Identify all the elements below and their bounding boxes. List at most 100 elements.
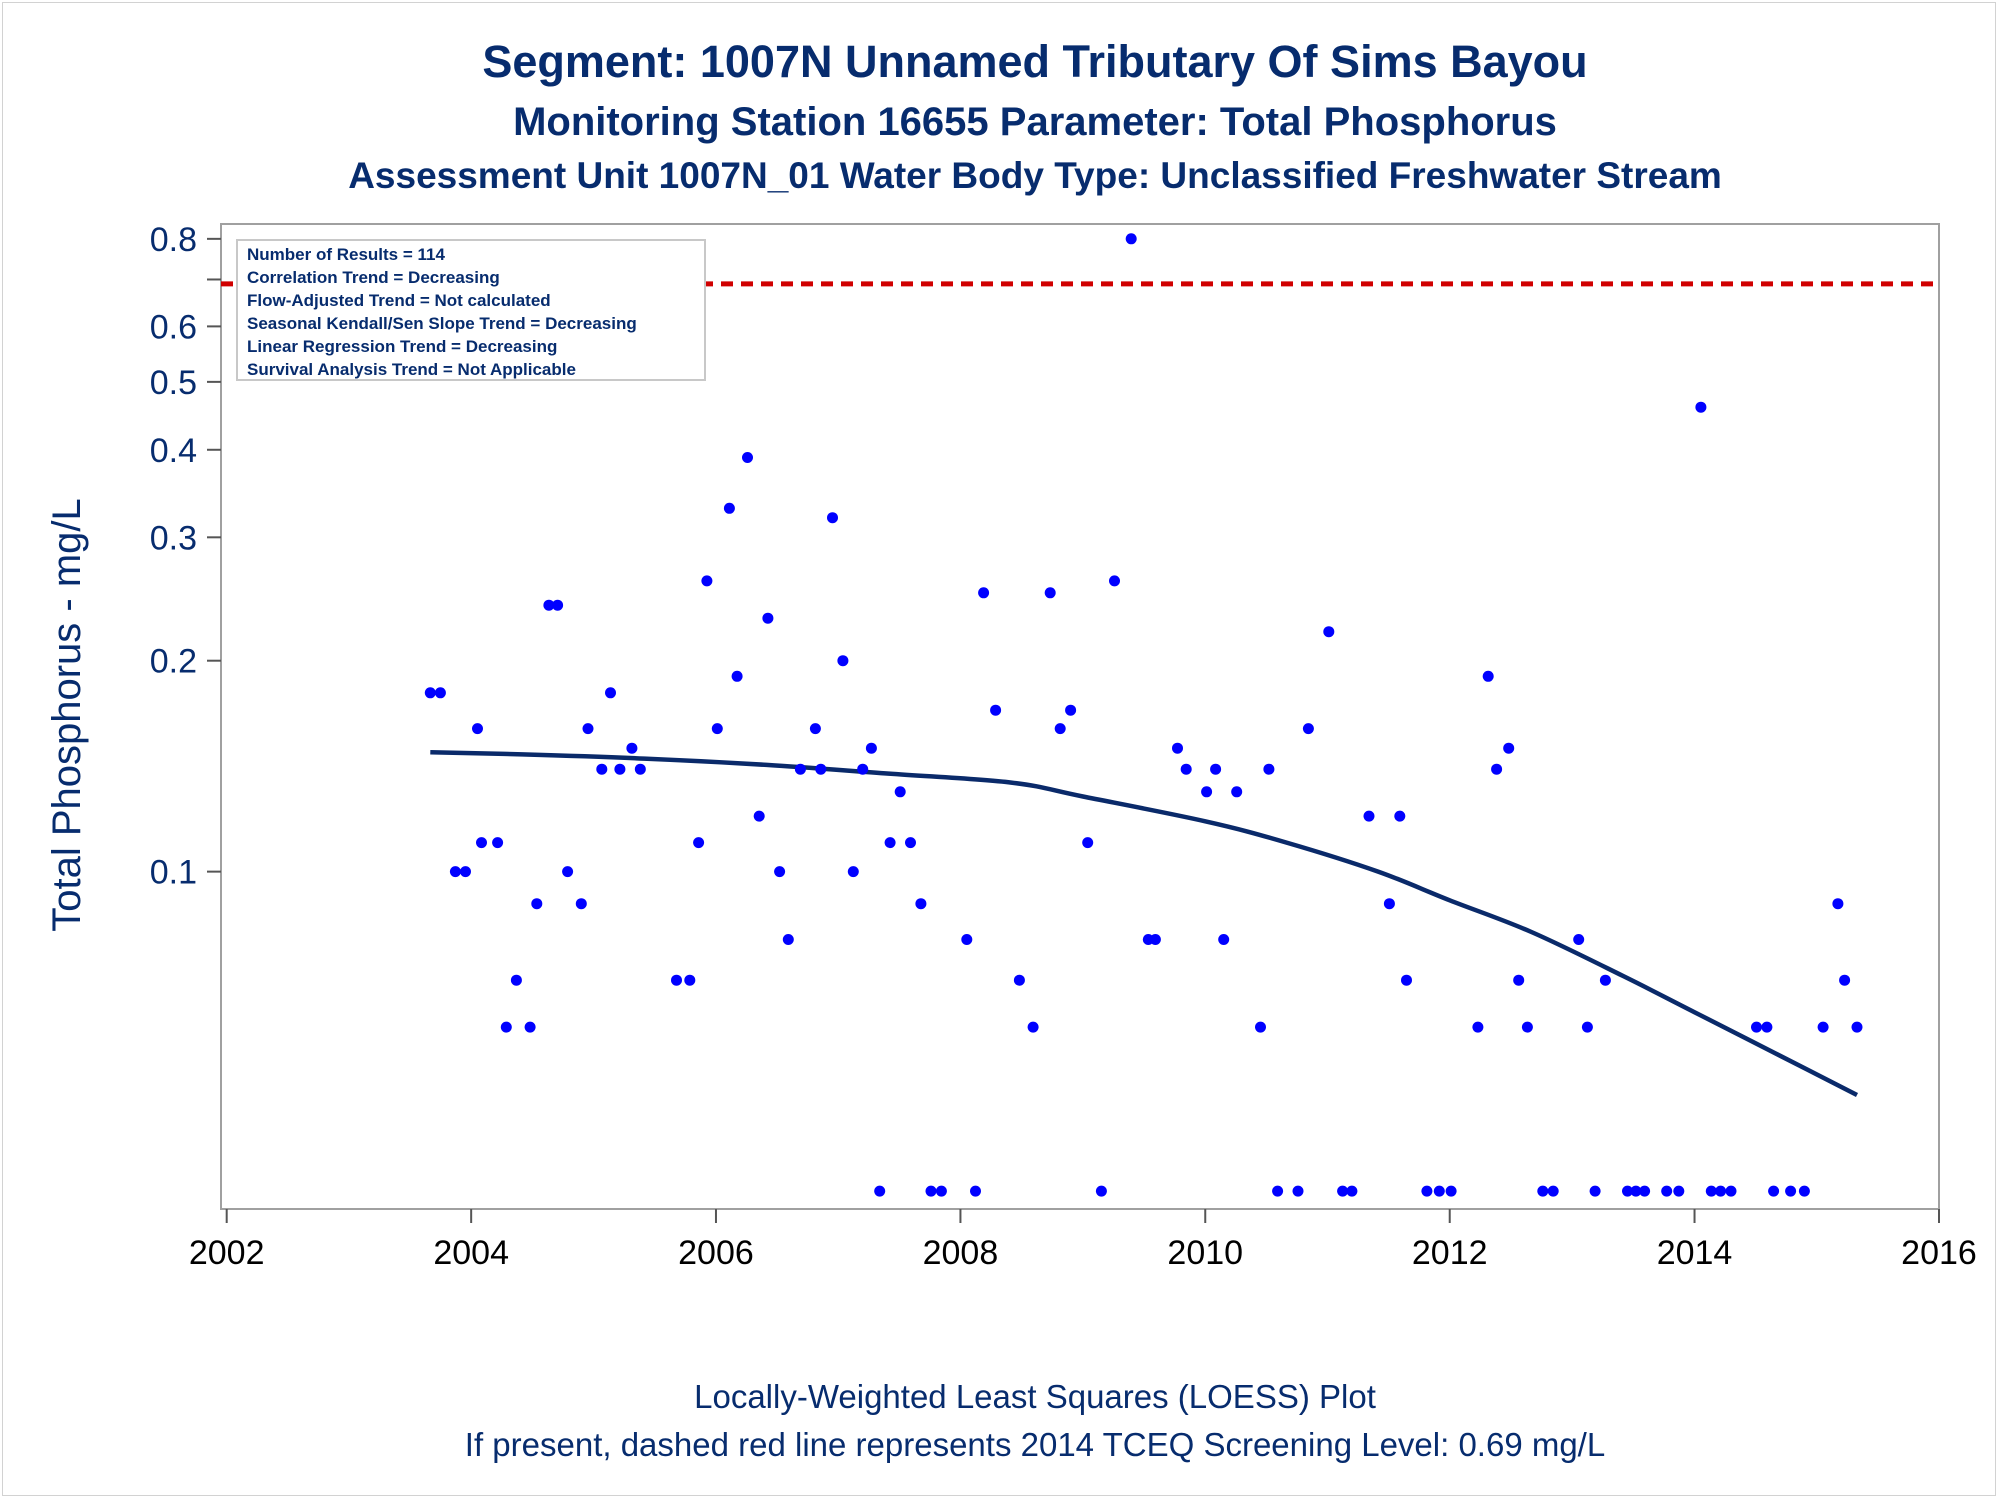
data-point (1013, 974, 1025, 986)
data-point (1839, 974, 1851, 986)
x-tick-label: 2002 (189, 1234, 265, 1272)
data-point (524, 1021, 536, 1033)
plot-area-border (220, 223, 1940, 1210)
data-point (605, 687, 616, 699)
data-point (894, 786, 906, 798)
data-point (684, 974, 696, 986)
chart-subtitle: Monitoring Station 16655 Parameter: Tota… (513, 100, 1557, 144)
data-point (1513, 974, 1525, 986)
data-point (1383, 898, 1395, 910)
data-point (753, 810, 765, 822)
data-point (1210, 763, 1222, 775)
data-point (1363, 810, 1375, 822)
data-point (978, 587, 990, 599)
data-point (1599, 974, 1611, 986)
data-point (1095, 1185, 1107, 1197)
x-tick-label: 2010 (1167, 1234, 1243, 1272)
chart-title: Segment: 1007N Unnamed Tributary Of Sims… (482, 36, 1588, 87)
data-point (1292, 1185, 1304, 1197)
data-point (476, 837, 487, 849)
data-point (815, 763, 827, 775)
trend-info-box: Number of Results = 114 Correlation Trend… (236, 239, 706, 381)
x-tick-label: 2016 (1901, 1234, 1977, 1272)
data-point (1817, 1021, 1829, 1033)
data-point (1725, 1185, 1737, 1197)
data-point (915, 898, 927, 910)
data-point (1027, 1021, 1039, 1033)
data-point (1346, 1185, 1358, 1197)
data-point (1622, 1185, 1633, 1197)
y-axis-label: Total Phosphorus - mg/L (45, 498, 89, 932)
data-point (614, 763, 626, 775)
data-point (837, 655, 849, 667)
data-point (1421, 1185, 1433, 1197)
data-point (596, 763, 608, 775)
data-point (1263, 763, 1275, 775)
y-tick-label: 0.3 (150, 519, 197, 557)
data-point (1573, 934, 1585, 945)
x-tick-label: 2004 (433, 1234, 509, 1272)
data-point (1172, 742, 1183, 754)
data-point (1302, 723, 1314, 735)
data-point (1661, 1185, 1673, 1197)
data-point (1180, 763, 1192, 775)
data-point (1768, 1185, 1780, 1197)
y-tick-label: 0.6 (150, 308, 197, 346)
data-point (990, 704, 1002, 716)
data-point (1639, 1185, 1651, 1197)
data-point (865, 742, 877, 754)
data-point (701, 575, 713, 587)
info-box-line: Number of Results = 114 (247, 245, 445, 264)
data-point (1125, 233, 1137, 245)
data-point (1065, 704, 1077, 716)
data-point (884, 837, 896, 849)
x-tick-label: 2012 (1412, 1234, 1488, 1272)
info-box-line: Survival Analysis Trend = Not Applicable (247, 360, 576, 379)
y-tick-label: 0.4 (150, 432, 197, 470)
data-point (1761, 1021, 1773, 1033)
data-point (1491, 763, 1503, 775)
data-point (562, 866, 574, 878)
loess-curve (430, 750, 1859, 1098)
data-point (857, 763, 869, 775)
data-point (935, 1185, 947, 1197)
data-point (1401, 974, 1412, 986)
data-point (1503, 742, 1515, 754)
data-point (693, 837, 705, 849)
data-point (1832, 898, 1844, 910)
data-point (731, 670, 743, 682)
data-point (1547, 1185, 1559, 1197)
y-tick-label: 0.8 (150, 221, 197, 259)
data-point (1433, 1185, 1445, 1197)
data-point (1337, 1185, 1349, 1197)
data-point (1705, 1185, 1717, 1197)
data-point (1082, 837, 1094, 849)
data-point (1149, 934, 1161, 945)
data-point (961, 934, 973, 945)
data-point (1394, 810, 1406, 822)
info-box-line: Flow-Adjusted Trend = Not calculated (247, 291, 551, 310)
data-point (531, 898, 543, 910)
data-point (1323, 626, 1335, 638)
data-point (1589, 1185, 1601, 1197)
chart-subtitle-2: Assessment Unit 1007N_01 Water Body Type… (348, 155, 1722, 196)
data-point (1630, 1185, 1642, 1197)
data-point (1201, 786, 1213, 798)
data-point (809, 723, 821, 735)
data-point (827, 512, 838, 524)
data-point (424, 687, 436, 699)
footnote-screening-level: If present, dashed red line represents 2… (464, 1426, 1606, 1463)
data-point (1472, 1021, 1484, 1033)
data-point (774, 866, 786, 878)
data-point (552, 599, 564, 611)
data-point (970, 1185, 981, 1197)
data-point (434, 687, 446, 699)
data-point (925, 1185, 937, 1197)
data-point (1673, 1185, 1685, 1197)
footnote-loess: Locally-Weighted Least Squares (LOESS) P… (694, 1378, 1376, 1415)
info-box-line: Linear Regression Trend = Decreasing (247, 337, 557, 356)
data-point (492, 837, 504, 849)
data-point (742, 452, 753, 463)
